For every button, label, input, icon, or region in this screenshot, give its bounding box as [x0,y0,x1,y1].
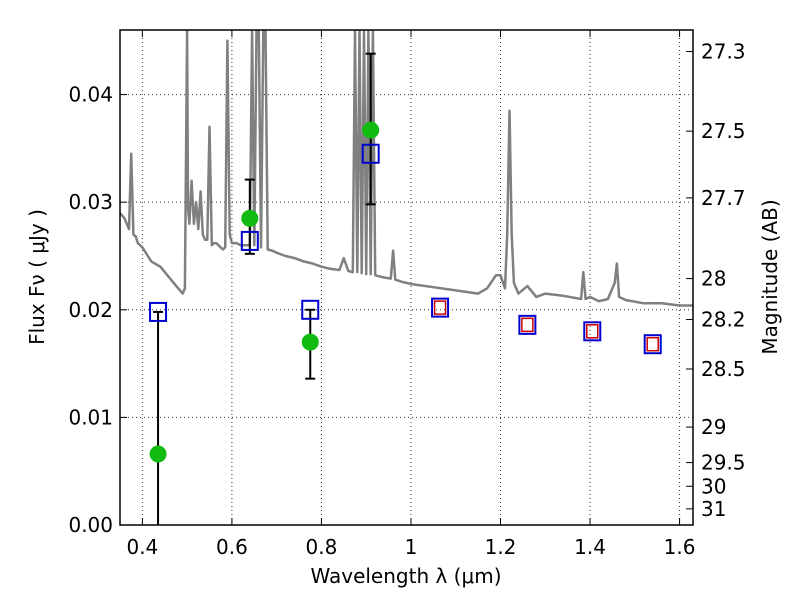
spectrum-layer [120,30,693,307]
magnitude-tick-label: 30 [701,474,726,498]
x-tick-label: 0.4 [126,535,158,559]
red-square-marker [433,300,447,315]
blue-square-marker [643,334,662,355]
magnitude-tick-label: 27.3 [701,40,746,64]
blue-square-marker [240,230,259,251]
y-axis-label: Flux Fν ( μJy ) [25,209,49,345]
blue-square-marker [583,321,602,342]
x-tick-label: 1.6 [664,535,696,559]
model-spectrum-line [120,30,693,307]
x-axis-label: Wavelength λ (μm) [310,564,501,588]
plot-frame [119,29,694,526]
y-tick-label: 0.01 [68,405,113,429]
blue-square-marker [361,143,380,164]
label-layer: Wavelength λ (μm) Flux Fν ( μJy ) Magnit… [25,199,782,588]
green-circle-marker [362,121,380,139]
x-tick-label: 0.8 [306,535,338,559]
red-square-marker [521,317,534,333]
magnitude-tick-label: 27.5 [701,119,746,143]
x-tick-label: 1.4 [574,535,606,559]
axes-layer: 0.4 0.6 0.8 1 1.2 1.4 1.6 0.00 0.01 0.02 0.03 0.04 2… [68,29,746,559]
blue-square-marker [431,297,450,318]
x-tick-label: 0.6 [216,535,248,559]
grid-layer [120,30,693,526]
magnitude-tick-label: 29.5 [701,451,746,475]
magnitude-tick-label: 28.2 [701,307,746,331]
green-circle-marker [241,209,259,227]
y-tick-label: 0.02 [68,298,113,322]
blue-square-marker [149,301,168,322]
green-circle-marker [301,333,319,351]
x-tick-label: 1 [405,535,418,559]
magnitude-tick-label: 28 [701,267,726,291]
x-tick-label: 1.2 [485,535,517,559]
y-tick-label: 0.03 [68,190,113,214]
magnitude-tick-label: 29 [701,415,726,439]
y-tick-label: 0.00 [68,513,113,537]
red-square-marker [586,324,599,339]
magnitude-tick-label: 27.7 [701,186,746,210]
red-square-marker [646,336,659,352]
y-tick-label: 0.04 [68,83,113,107]
marker-layer [149,121,662,463]
green-circle-marker [149,445,167,463]
magnitude-tick-label: 31 [701,497,726,521]
y2-axis-label: Magnitude (AB) [758,199,782,354]
magnitude-tick-label: 28.5 [701,357,746,381]
blue-square-marker [301,299,320,320]
blue-square-marker [518,314,537,335]
